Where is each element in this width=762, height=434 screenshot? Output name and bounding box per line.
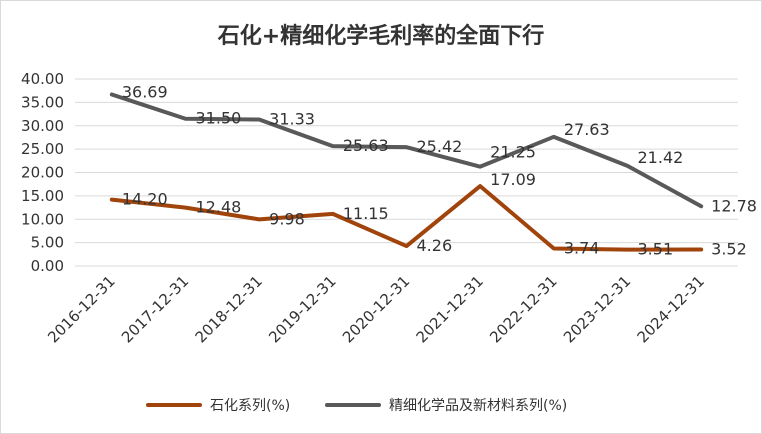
chart-title: 石化+精细化学毛利率的全面下行 xyxy=(217,23,544,49)
y-tick-label: 10.00 xyxy=(21,210,64,228)
y-tick-label: 0.00 xyxy=(31,257,64,275)
legend-label-0: 石化系列(%) xyxy=(210,398,290,414)
y-axis-ticks: 0.00 5.00 10.00 15.00 20.00 25.00 30.00 35.00 40… xyxy=(21,70,64,275)
y-tick-label: 40.00 xyxy=(21,70,64,88)
data-label: 12.78 xyxy=(711,196,757,215)
data-label: 3.74 xyxy=(564,239,600,258)
x-tick-label: 2019-12-31 xyxy=(265,272,339,346)
data-label: 3.51 xyxy=(638,240,674,259)
y-tick-label: 30.00 xyxy=(21,117,64,135)
series-lines xyxy=(109,92,704,252)
data-label: 14.20 xyxy=(122,190,168,209)
legend: 石化系列(%) 精细化学品及新材料系列(%) xyxy=(146,398,567,414)
legend-label-1: 精细化学品及新材料系列(%) xyxy=(389,398,567,414)
y-tick-label: 5.00 xyxy=(31,234,64,252)
data-label: 4.26 xyxy=(417,236,453,255)
x-tick-label: 2020-12-31 xyxy=(339,272,413,346)
x-tick-label: 2018-12-31 xyxy=(192,272,266,346)
data-label: 3.52 xyxy=(711,240,747,259)
data-label: 12.48 xyxy=(196,198,242,217)
data-label: 11.15 xyxy=(343,204,389,223)
data-labels: 14.20 12.48 9.98 11.15 4.26 17.09 3.74 3.51 3.52… xyxy=(122,82,757,258)
data-label: 25.63 xyxy=(343,136,389,155)
x-tick-label: 2016-12-31 xyxy=(44,272,118,346)
series-line-0 xyxy=(109,184,704,252)
data-label: 21.42 xyxy=(638,148,684,167)
x-tick-label: 2022-12-31 xyxy=(486,272,560,346)
data-label: 31.50 xyxy=(196,109,242,128)
data-label: 21.25 xyxy=(490,143,536,162)
y-tick-label: 25.00 xyxy=(21,140,64,158)
x-tick-label: 2017-12-31 xyxy=(118,272,192,346)
x-axis-ticks: 2016-12-31 2017-12-31 2018-12-31 2019-12-31… xyxy=(44,272,708,346)
data-label: 25.42 xyxy=(417,137,463,156)
data-label: 17.09 xyxy=(490,170,536,189)
series-line-1 xyxy=(109,92,704,209)
data-label: 36.69 xyxy=(122,82,168,101)
x-tick-label: 2023-12-31 xyxy=(560,272,634,346)
x-tick-label: 2024-12-31 xyxy=(634,272,708,346)
data-label: 31.33 xyxy=(269,110,315,129)
data-label: 9.98 xyxy=(269,209,305,228)
y-tick-label: 20.00 xyxy=(21,164,64,182)
y-tick-label: 35.00 xyxy=(21,93,64,111)
data-label: 27.63 xyxy=(564,120,610,139)
y-tick-label: 15.00 xyxy=(21,187,64,205)
x-tick-label: 2021-12-31 xyxy=(413,272,487,346)
